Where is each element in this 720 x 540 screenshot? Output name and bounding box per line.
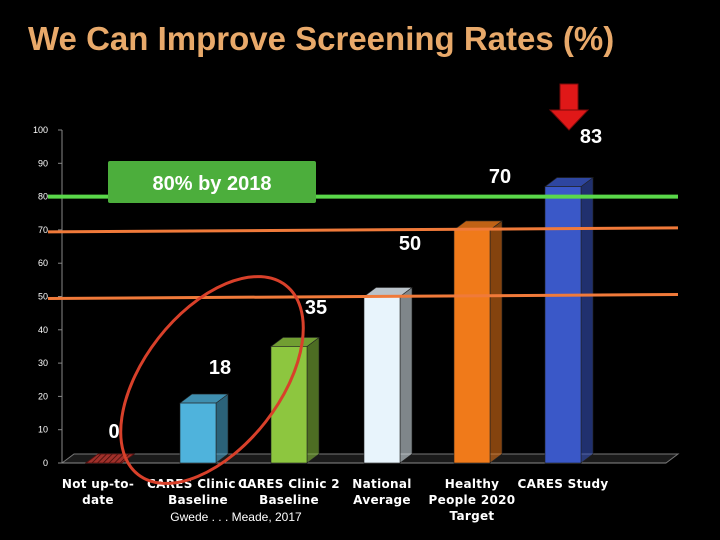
x-tick-label: Not up-to-date	[62, 477, 134, 507]
y-tick-label: 0	[43, 458, 48, 468]
x-tick-label: Healthy People 2020 Target	[429, 477, 516, 523]
y-tick-label: 70	[38, 225, 48, 235]
bar-front	[544, 186, 582, 464]
data-label: 70	[489, 166, 511, 188]
citation: Gwede . . . Meade, 2017	[170, 510, 302, 524]
target-box	[108, 161, 316, 203]
data-label: 50	[399, 233, 421, 255]
x-tick-label: National Average	[352, 477, 411, 507]
y-tick-label: 20	[38, 391, 48, 401]
target-label: 80% by 2018	[153, 173, 272, 195]
data-label: 83	[580, 126, 602, 148]
bar-front	[179, 402, 217, 464]
x-tick-label: CARES Study	[518, 477, 609, 491]
bar	[179, 393, 229, 464]
bar	[363, 286, 413, 464]
bar-side	[215, 393, 229, 464]
bar	[453, 220, 503, 464]
bar-side	[399, 286, 413, 464]
x-tick-label: CARES Clinic 1 Baseline	[147, 477, 249, 507]
data-label: 35	[305, 297, 327, 319]
bar-front	[363, 296, 401, 464]
bar-side	[489, 220, 503, 464]
reference-line	[47, 226, 679, 234]
y-tick-label: 100	[33, 125, 48, 135]
y-tick-label: 60	[38, 258, 48, 268]
bar-front	[453, 229, 491, 464]
y-tick-label: 30	[38, 358, 48, 368]
bar-zero-base	[84, 453, 136, 464]
data-label: 0	[108, 421, 119, 443]
y-tick-label: 10	[38, 425, 48, 435]
target-callout: 80% by 2018	[108, 161, 316, 203]
page-title: We Can Improve Screening Rates (%)	[28, 20, 615, 57]
reference-line	[47, 293, 679, 300]
bar-side	[580, 177, 594, 464]
bar-side	[306, 336, 320, 464]
y-tick-label: 90	[38, 158, 48, 168]
y-tick-label: 50	[38, 292, 48, 302]
y-tick-label: 80	[38, 192, 48, 202]
down-arrow-icon	[548, 83, 590, 131]
bar	[544, 177, 594, 464]
highlight-circle	[119, 275, 305, 485]
x-tick-label: CARES Clinic 2 Baseline	[238, 477, 340, 507]
y-tick-label: 40	[38, 325, 48, 335]
bar	[270, 336, 320, 464]
data-label: 18	[209, 357, 231, 379]
bar	[84, 453, 136, 464]
